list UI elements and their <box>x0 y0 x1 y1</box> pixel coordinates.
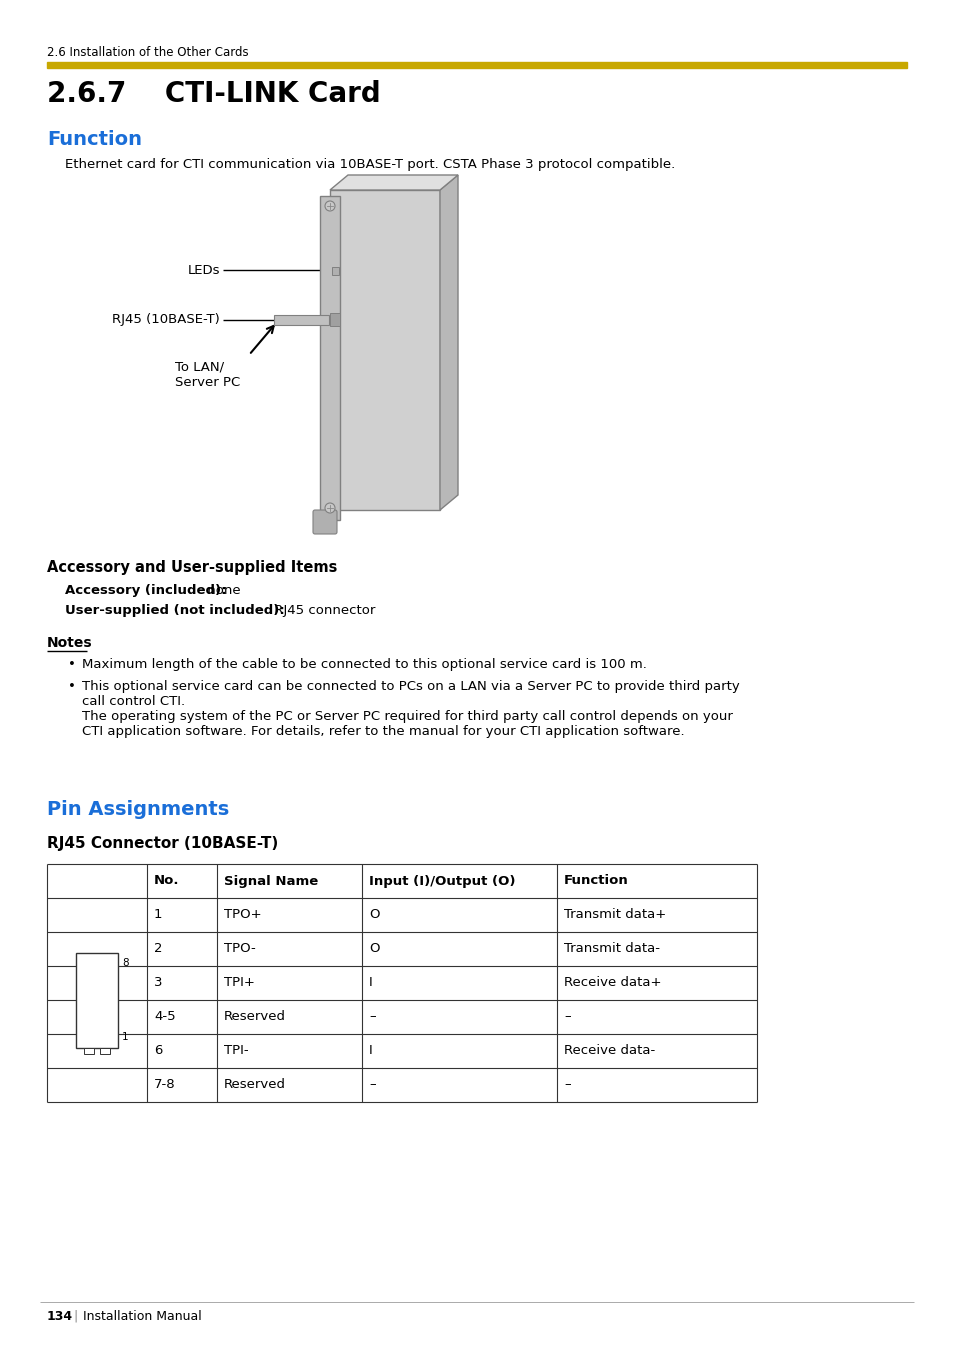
Bar <box>319 196 339 520</box>
Text: O: O <box>369 943 379 955</box>
Text: Receive data+: Receive data+ <box>563 977 660 989</box>
Text: Accessory and User-supplied Items: Accessory and User-supplied Items <box>47 561 337 576</box>
Text: 1: 1 <box>122 1032 129 1042</box>
Text: Notes: Notes <box>47 636 92 650</box>
Bar <box>47 62 906 68</box>
Text: –: – <box>369 1078 375 1092</box>
Text: 8: 8 <box>122 958 129 969</box>
Text: Installation Manual: Installation Manual <box>83 1310 201 1323</box>
Circle shape <box>325 201 335 211</box>
Text: Reserved: Reserved <box>224 1078 286 1092</box>
Text: TPI+: TPI+ <box>224 977 254 989</box>
Polygon shape <box>439 176 457 509</box>
Text: Ethernet card for CTI communication via 10BASE-T port. CSTA Phase 3 protocol com: Ethernet card for CTI communication via … <box>65 158 675 172</box>
Text: Transmit data-: Transmit data- <box>563 943 659 955</box>
Text: Function: Function <box>563 874 628 888</box>
Bar <box>332 267 338 276</box>
Text: Pin Assignments: Pin Assignments <box>47 800 229 819</box>
Text: TPI-: TPI- <box>224 1044 249 1058</box>
Polygon shape <box>330 190 439 509</box>
Text: Server PC: Server PC <box>174 376 240 389</box>
Text: This optional service card can be connected to PCs on a LAN via a Server PC to p: This optional service card can be connec… <box>82 680 739 693</box>
Text: RJ45 (10BASE-T): RJ45 (10BASE-T) <box>112 313 220 327</box>
Text: •: • <box>68 680 76 693</box>
Text: none: none <box>203 584 240 597</box>
Bar <box>76 952 118 1047</box>
Bar <box>100 1047 110 1054</box>
Text: 2: 2 <box>153 943 162 955</box>
Polygon shape <box>274 315 329 326</box>
Text: Function: Function <box>47 130 142 149</box>
Text: 2.6 Installation of the Other Cards: 2.6 Installation of the Other Cards <box>47 46 249 59</box>
Text: 134: 134 <box>47 1310 73 1323</box>
Text: Reserved: Reserved <box>224 1011 286 1024</box>
Text: call control CTI.: call control CTI. <box>82 694 185 708</box>
Text: Transmit data+: Transmit data+ <box>563 908 665 921</box>
Text: TPO-: TPO- <box>224 943 255 955</box>
FancyBboxPatch shape <box>313 509 336 534</box>
Bar <box>330 313 339 326</box>
Text: 6: 6 <box>153 1044 162 1058</box>
Text: Signal Name: Signal Name <box>224 874 318 888</box>
Text: RJ45 connector: RJ45 connector <box>270 604 375 617</box>
Text: |: | <box>73 1310 77 1323</box>
Text: TPO+: TPO+ <box>224 908 261 921</box>
Text: User-supplied (not included):: User-supplied (not included): <box>65 604 284 617</box>
Text: No.: No. <box>153 874 179 888</box>
Text: Maximum length of the cable to be connected to this optional service card is 100: Maximum length of the cable to be connec… <box>82 658 646 671</box>
Text: Receive data-: Receive data- <box>563 1044 655 1058</box>
Text: 1: 1 <box>153 908 162 921</box>
Text: The operating system of the PC or Server PC required for third party call contro: The operating system of the PC or Server… <box>82 711 732 723</box>
Bar <box>84 1047 94 1054</box>
Text: I: I <box>369 977 373 989</box>
Text: 2.6.7    CTI-LINK Card: 2.6.7 CTI-LINK Card <box>47 80 380 108</box>
Text: –: – <box>563 1078 570 1092</box>
Text: CTI application software. For details, refer to the manual for your CTI applicat: CTI application software. For details, r… <box>82 725 684 738</box>
Text: 4-5: 4-5 <box>153 1011 175 1024</box>
Text: O: O <box>369 908 379 921</box>
Text: To LAN/: To LAN/ <box>174 359 224 373</box>
Text: LEDs: LEDs <box>188 263 220 277</box>
Polygon shape <box>330 176 457 190</box>
Text: 3: 3 <box>153 977 162 989</box>
Text: •: • <box>68 658 76 671</box>
Text: Accessory (included):: Accessory (included): <box>65 584 226 597</box>
Text: Input (I)/Output (O): Input (I)/Output (O) <box>369 874 515 888</box>
Text: RJ45 Connector (10BASE-T): RJ45 Connector (10BASE-T) <box>47 836 278 851</box>
Text: –: – <box>563 1011 570 1024</box>
Text: I: I <box>369 1044 373 1058</box>
Circle shape <box>325 503 335 513</box>
Text: 7-8: 7-8 <box>153 1078 175 1092</box>
Text: –: – <box>369 1011 375 1024</box>
